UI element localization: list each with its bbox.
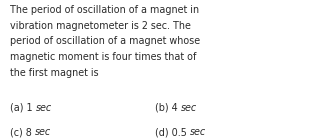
Text: (b) 4: (b) 4 (155, 103, 181, 113)
Text: sec: sec (36, 103, 52, 113)
Text: (a) 1: (a) 1 (10, 103, 36, 113)
Text: magnetic moment is four times that of: magnetic moment is four times that of (10, 52, 196, 62)
Text: sec: sec (181, 103, 197, 113)
Text: (d) 0.5: (d) 0.5 (155, 127, 190, 137)
Text: sec: sec (190, 127, 206, 137)
Text: period of oscillation of a magnet whose: period of oscillation of a magnet whose (10, 36, 200, 46)
Text: the first magnet is: the first magnet is (10, 68, 99, 78)
Text: sec: sec (35, 127, 51, 137)
Text: vibration magnetometer is 2 sec. The: vibration magnetometer is 2 sec. The (10, 21, 191, 31)
Text: The period of oscillation of a magnet in: The period of oscillation of a magnet in (10, 5, 199, 15)
Text: (c) 8: (c) 8 (10, 127, 35, 137)
